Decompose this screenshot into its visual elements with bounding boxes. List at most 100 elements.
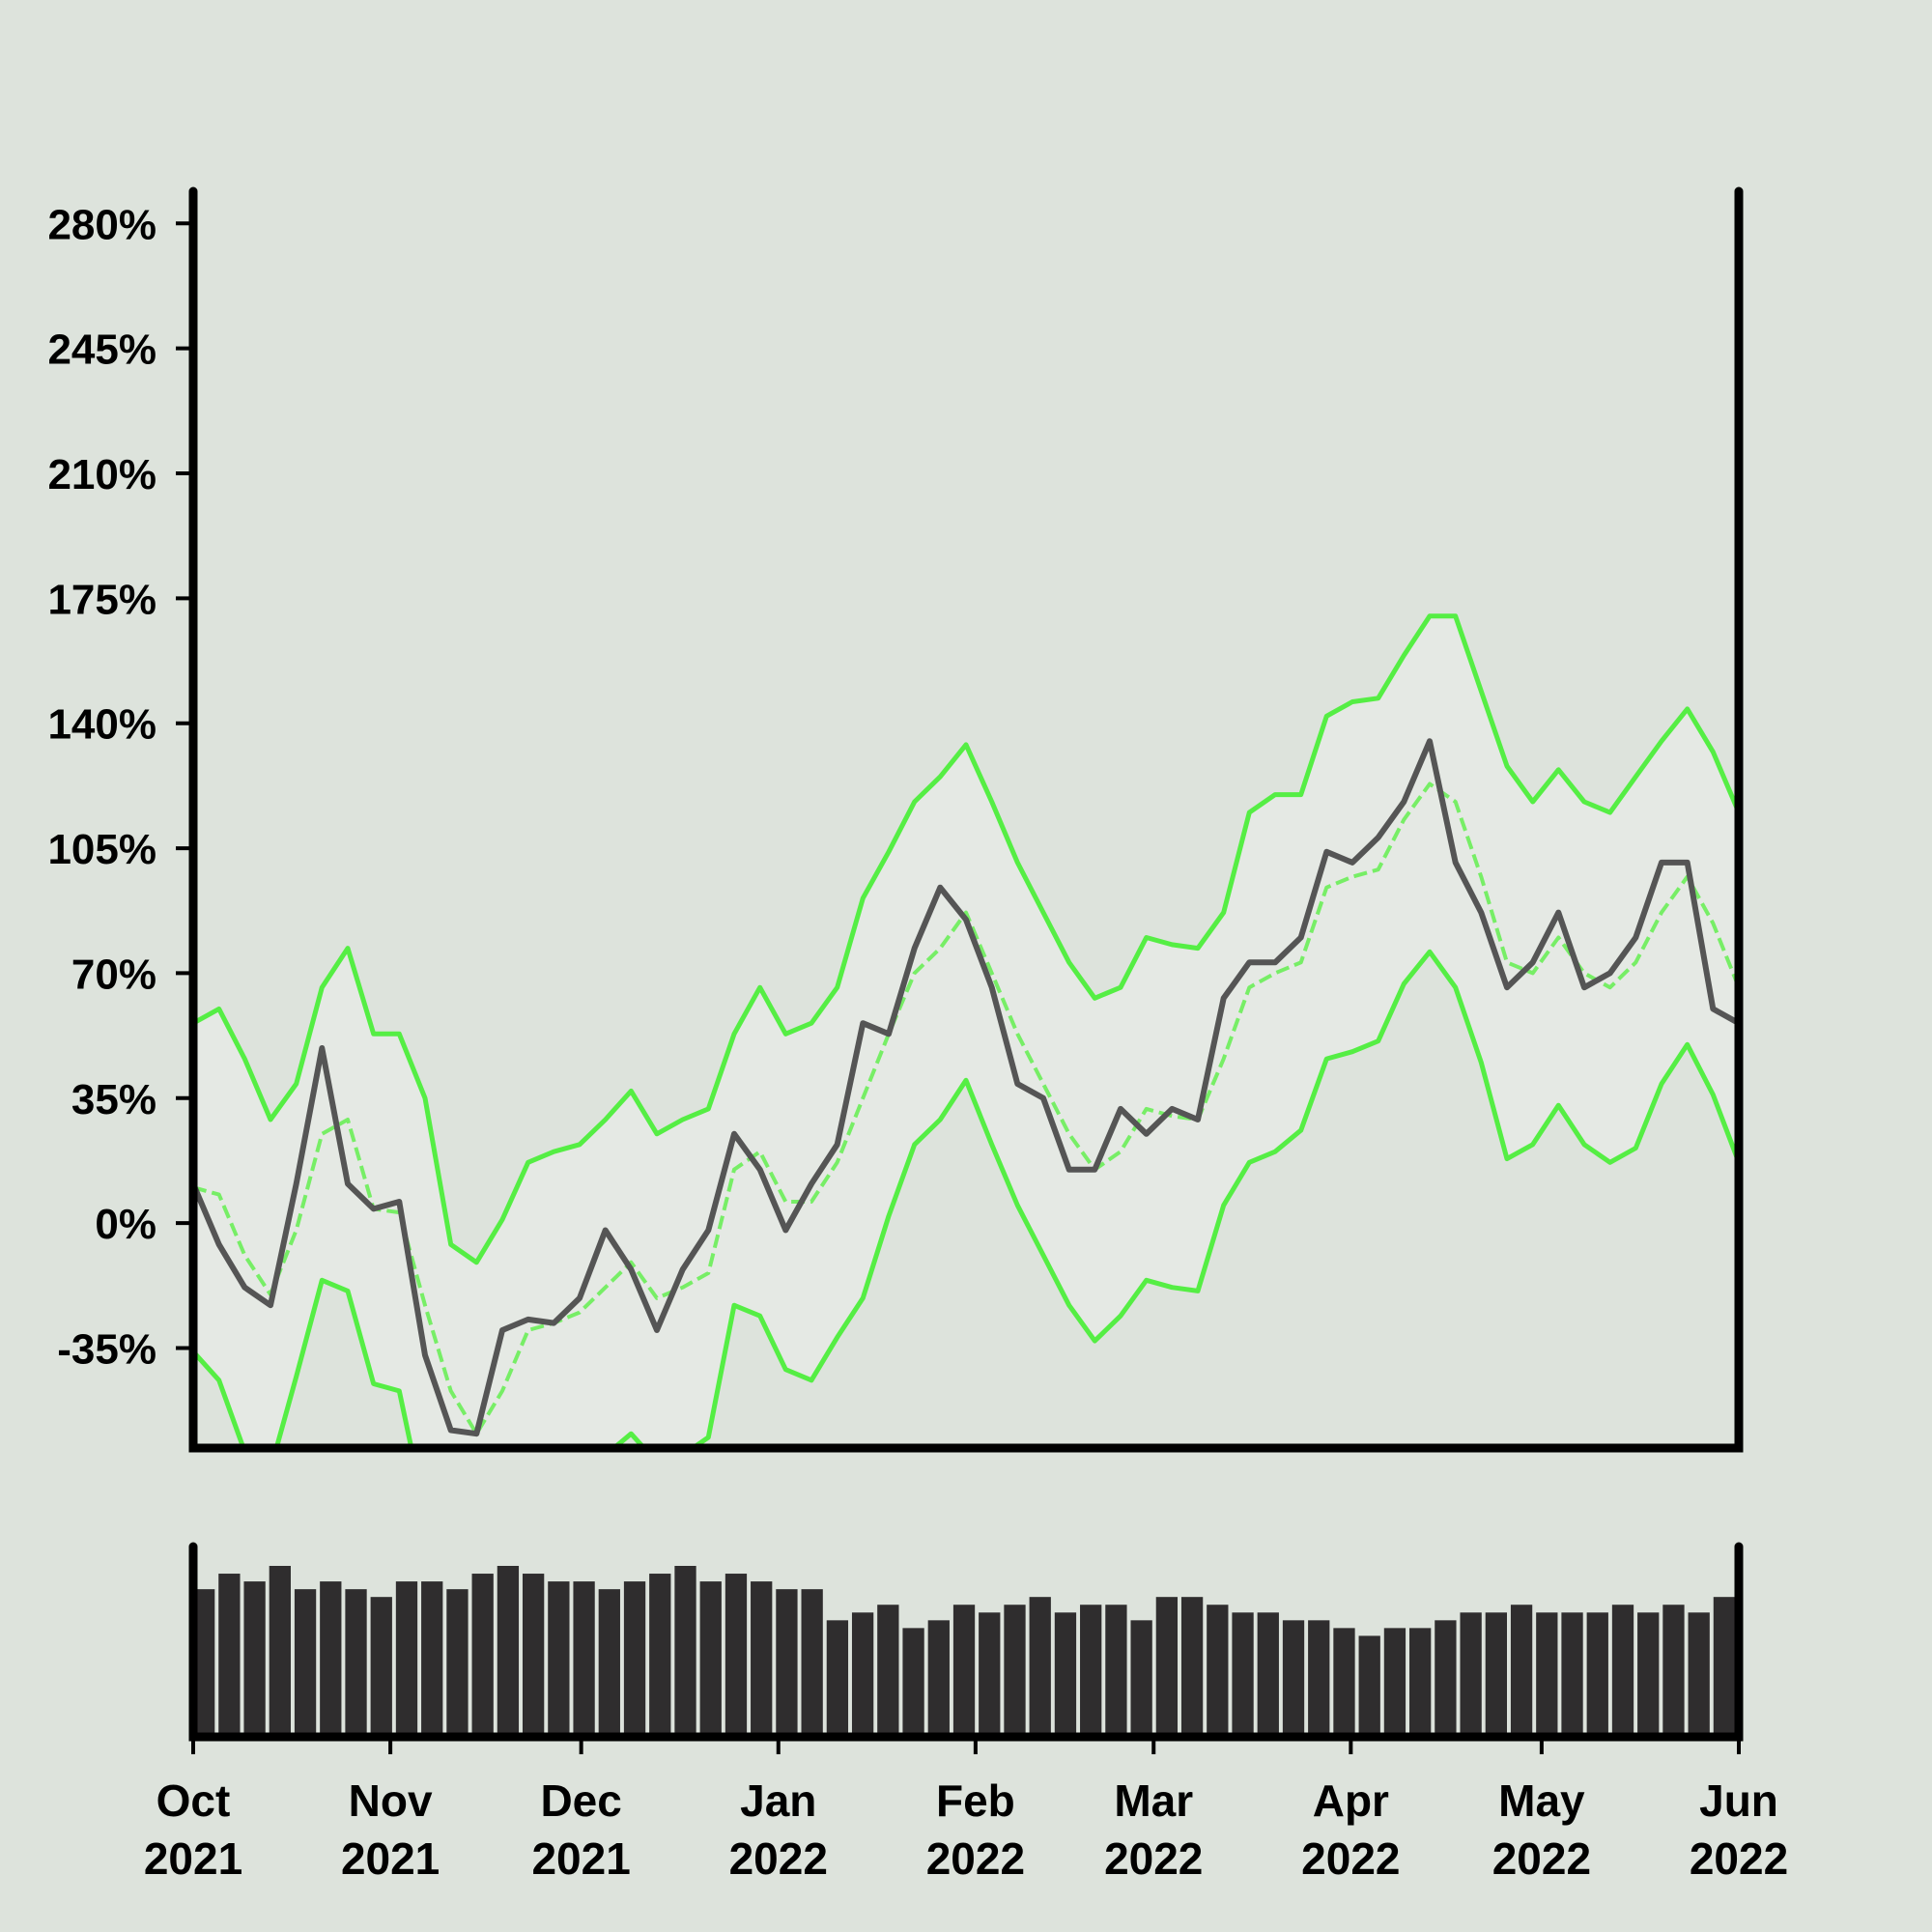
volume-bar	[1029, 1597, 1051, 1737]
x-tick-label-line: 2021	[341, 1833, 440, 1884]
y-tick-label: 245%	[47, 327, 156, 374]
x-tick-label-line: 2022	[729, 1833, 828, 1884]
volume-bar	[699, 1581, 722, 1737]
volume-bar	[623, 1581, 646, 1737]
volume-bar	[776, 1589, 798, 1737]
volume-bar	[1054, 1612, 1077, 1737]
volume-bar	[674, 1566, 696, 1737]
y-tick-label: 105%	[47, 826, 156, 873]
volume-bar	[877, 1605, 899, 1737]
x-tick-label-line: Oct	[156, 1776, 231, 1826]
line-series	[193, 613, 1739, 1265]
volume-bar	[1207, 1605, 1229, 1737]
volume-bar	[751, 1581, 773, 1737]
volume-bar	[345, 1589, 367, 1737]
volume-bar	[1485, 1612, 1507, 1737]
volume-bar	[1257, 1612, 1279, 1737]
volume-bar	[320, 1581, 342, 1737]
volume-bar	[1232, 1612, 1254, 1737]
y-tick-label: 35%	[71, 1076, 156, 1123]
volume-bar	[1155, 1597, 1179, 1737]
volume-bar	[1105, 1605, 1127, 1737]
volume-bar	[1662, 1605, 1685, 1737]
volume-bar	[801, 1589, 823, 1737]
volume-bar	[1080, 1605, 1102, 1737]
x-tick-label: Feb 2022	[926, 1776, 1025, 1884]
volume-bar	[979, 1612, 1001, 1737]
volume-bar	[598, 1589, 620, 1737]
volume-bar	[1180, 1597, 1204, 1737]
volume-bar	[1383, 1628, 1406, 1737]
x-tick-label-line: Apr	[1313, 1776, 1389, 1826]
volume-bar	[1435, 1620, 1457, 1737]
x-tick-label-line: 2022	[1690, 1833, 1788, 1884]
line-series	[193, 738, 1739, 1437]
y-tick-label: 280%	[47, 201, 156, 248]
plot-area	[193, 613, 1739, 1448]
volume-bar	[294, 1589, 317, 1737]
volume-bar	[1510, 1605, 1533, 1737]
volume-bar	[1536, 1612, 1558, 1737]
volume-bar	[1308, 1620, 1330, 1737]
volume-bar	[218, 1574, 241, 1737]
volume-bar	[395, 1581, 418, 1737]
volume-bar	[269, 1566, 291, 1737]
volume-bar	[1586, 1612, 1608, 1737]
volume-bar	[1358, 1635, 1380, 1737]
volume-bar	[370, 1597, 392, 1737]
volume-bar	[1713, 1597, 1736, 1737]
x-tick-label: Nov 2021	[341, 1776, 440, 1884]
volume-bar	[1460, 1612, 1482, 1737]
x-tick-label-line: 2021	[531, 1833, 630, 1884]
y-tick-label: 0%	[95, 1201, 156, 1248]
volume-bar	[851, 1612, 874, 1737]
x-tick-label-line: 2021	[144, 1833, 242, 1884]
volume-bar	[421, 1581, 443, 1737]
volume-bar	[724, 1574, 748, 1737]
x-tick-label-line: Jun	[1699, 1776, 1778, 1826]
volume-bar	[1004, 1605, 1026, 1737]
volume-bar	[927, 1620, 950, 1737]
x-tick-label-line: May	[1498, 1776, 1585, 1826]
volume-bar	[902, 1628, 924, 1737]
x-tick-label-line: 2022	[926, 1833, 1025, 1884]
volume-bar	[1688, 1612, 1710, 1737]
line-series	[193, 781, 1739, 1436]
volume-bar	[1561, 1612, 1583, 1737]
x-tick-label: Dec 2021	[531, 1776, 630, 1884]
volume-bar	[1333, 1628, 1355, 1737]
y-tick-label: 175%	[47, 576, 156, 623]
y-tick-label: 140%	[47, 701, 156, 749]
x-tick-label-line: Mar	[1114, 1776, 1193, 1826]
volume-bar	[548, 1581, 570, 1737]
x-tick-label: May 2022	[1492, 1776, 1591, 1884]
axis-spine	[188, 1542, 1744, 1742]
x-tick-label: Jan 2022	[729, 1776, 828, 1884]
y-tick-label: 210%	[47, 451, 156, 498]
x-tick-label-line: 2022	[1301, 1833, 1400, 1884]
volume-bar	[471, 1574, 494, 1737]
y-tick-label: -35%	[57, 1326, 156, 1374]
x-tick-label: Oct 2021	[144, 1776, 242, 1884]
volume-bar	[1637, 1612, 1660, 1737]
x-tick-label-line: 2022	[1492, 1833, 1591, 1884]
y-tick-label: 70%	[71, 951, 156, 998]
volume-bar	[1130, 1620, 1152, 1737]
line-series	[193, 949, 1739, 1448]
volume-bar	[193, 1589, 215, 1737]
band-fill	[193, 615, 1739, 1448]
volume-bar	[1611, 1605, 1634, 1737]
x-tick-label-line: 2022	[1104, 1833, 1203, 1884]
volume-bar	[952, 1605, 976, 1737]
x-tick-label: Apr 2022	[1301, 1776, 1400, 1884]
volume-bar	[1282, 1620, 1305, 1737]
x-tick-label: Mar 2022	[1104, 1776, 1203, 1884]
volume-bar	[243, 1581, 266, 1737]
x-tick-label-line: Jan	[740, 1776, 816, 1826]
volume-bar	[649, 1574, 671, 1737]
x-tick-label-line: Dec	[540, 1776, 621, 1826]
volume-bar	[497, 1566, 520, 1737]
volume-bar	[446, 1589, 469, 1737]
